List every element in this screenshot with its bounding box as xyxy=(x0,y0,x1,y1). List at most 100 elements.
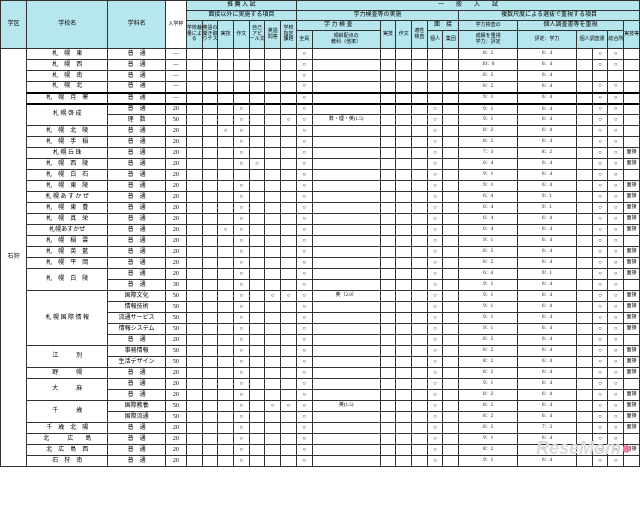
mark-cell: ○ xyxy=(218,225,234,236)
mark-cell xyxy=(265,412,281,423)
mark-cell xyxy=(218,236,234,247)
mark-cell xyxy=(312,225,380,236)
mark-cell: 6：4 xyxy=(518,247,577,258)
mark-cell xyxy=(233,93,249,104)
mark-cell xyxy=(396,137,412,148)
mark-cell: 7：3 xyxy=(459,148,518,159)
hdr-mensetsu: 面 接 xyxy=(427,21,458,31)
mark-cell xyxy=(443,203,459,214)
mark-cell: ○ xyxy=(233,269,249,280)
table-row: 札 幌 啓 成普 通20○○○9：16：4○○ xyxy=(1,104,640,115)
mark-cell xyxy=(186,445,202,456)
mark-cell xyxy=(202,82,218,93)
mark-cell: 6：4 xyxy=(459,269,518,280)
mark-cell: 6：4 xyxy=(518,313,577,324)
mark-cell xyxy=(624,115,640,126)
mark-cell xyxy=(281,357,297,368)
mark-cell: ○ xyxy=(296,335,312,346)
hdr-gakusa: 学力検査の xyxy=(459,21,518,31)
mark-cell xyxy=(380,181,396,192)
mark-cell xyxy=(281,236,297,247)
num-cell: 20 xyxy=(165,225,186,236)
school-cell: 札幌あすかぜ xyxy=(27,225,108,236)
mark-cell: ○ xyxy=(233,115,249,126)
school-cell: 千 歳 xyxy=(27,401,108,423)
mark-cell xyxy=(396,104,412,115)
mark-cell xyxy=(312,302,380,313)
num-cell: 20 xyxy=(165,390,186,401)
mark-cell xyxy=(265,434,281,445)
mark-cell xyxy=(186,291,202,302)
num-cell: 20 xyxy=(165,368,186,379)
dept-cell: 普 通 xyxy=(108,60,166,71)
hdr-kojinchousa: 個人調査書 xyxy=(576,31,607,49)
mark-cell xyxy=(281,346,297,357)
mark-cell xyxy=(202,346,218,357)
dept-cell: 普 通 xyxy=(108,49,166,60)
mark-cell xyxy=(186,324,202,335)
mark-cell xyxy=(380,49,396,60)
mark-cell: ○ xyxy=(281,291,297,302)
mark-cell xyxy=(186,390,202,401)
school-cell: 札 幌 平 岡 xyxy=(27,258,108,269)
mark-cell xyxy=(265,368,281,379)
mark-cell xyxy=(249,269,265,280)
num-cell: 50 xyxy=(165,412,186,423)
mark-cell xyxy=(281,434,297,445)
mark-cell xyxy=(576,159,592,170)
mark-cell: ○ xyxy=(233,346,249,357)
mark-cell xyxy=(281,203,297,214)
mark-cell: ○ xyxy=(592,214,608,225)
mark-cell xyxy=(443,445,459,456)
watermark: ReseMom● xyxy=(536,438,632,459)
mark-cell xyxy=(218,82,234,93)
mark-cell xyxy=(186,71,202,82)
mark-cell xyxy=(443,258,459,269)
mark-cell xyxy=(312,346,380,357)
mark-cell: ○ xyxy=(265,401,281,412)
mark-cell: ○ xyxy=(592,258,608,269)
mark-cell: 9：1 xyxy=(459,434,518,445)
dept-cell: 普 通 xyxy=(108,203,166,214)
num-cell: 20 xyxy=(165,423,186,434)
mark-cell xyxy=(380,247,396,258)
mark-cell: ○ xyxy=(427,258,443,269)
num-cell: 20 xyxy=(165,126,186,137)
mark-cell: ○ xyxy=(296,82,312,93)
mark-cell: ○ xyxy=(592,60,608,71)
mark-cell xyxy=(312,192,380,203)
mark-cell xyxy=(396,280,412,291)
mark-cell: 面接 xyxy=(624,225,640,236)
mark-cell xyxy=(443,379,459,390)
mark-cell: ○ xyxy=(233,181,249,192)
mark-cell xyxy=(281,71,297,82)
mark-cell xyxy=(249,49,265,60)
mark-cell xyxy=(249,104,265,115)
table-row: 札 幌 西普 通―○10：06：4○○ xyxy=(1,60,640,71)
num-cell: 50 xyxy=(165,357,186,368)
mark-cell xyxy=(249,225,265,236)
num-cell: 50 xyxy=(165,302,186,313)
mark-cell xyxy=(265,324,281,335)
mark-cell xyxy=(380,346,396,357)
mark-cell: 6：4 xyxy=(518,115,577,126)
mark-cell: ○ xyxy=(233,368,249,379)
mark-cell xyxy=(186,379,202,390)
mark-cell xyxy=(312,148,380,159)
mark-cell xyxy=(218,357,234,368)
mark-cell: 面接 xyxy=(624,269,640,280)
mark-cell xyxy=(281,49,297,60)
mark-cell: ○ xyxy=(296,214,312,225)
mark-cell xyxy=(380,324,396,335)
mark-cell: 9：1 xyxy=(459,302,518,313)
mark-cell xyxy=(396,71,412,82)
table-row: 石狩札 幌 東普 通―○8：26：4○○ xyxy=(1,49,640,60)
mark-cell: ○ xyxy=(233,335,249,346)
mark-cell: ○ xyxy=(249,159,265,170)
num-cell: 20 xyxy=(165,269,186,280)
mark-cell xyxy=(312,82,380,93)
mark-cell: 面接 xyxy=(624,258,640,269)
mark-cell xyxy=(427,82,443,93)
mark-cell: ○ xyxy=(608,379,624,390)
hdr-school: 学校名 xyxy=(27,1,108,49)
